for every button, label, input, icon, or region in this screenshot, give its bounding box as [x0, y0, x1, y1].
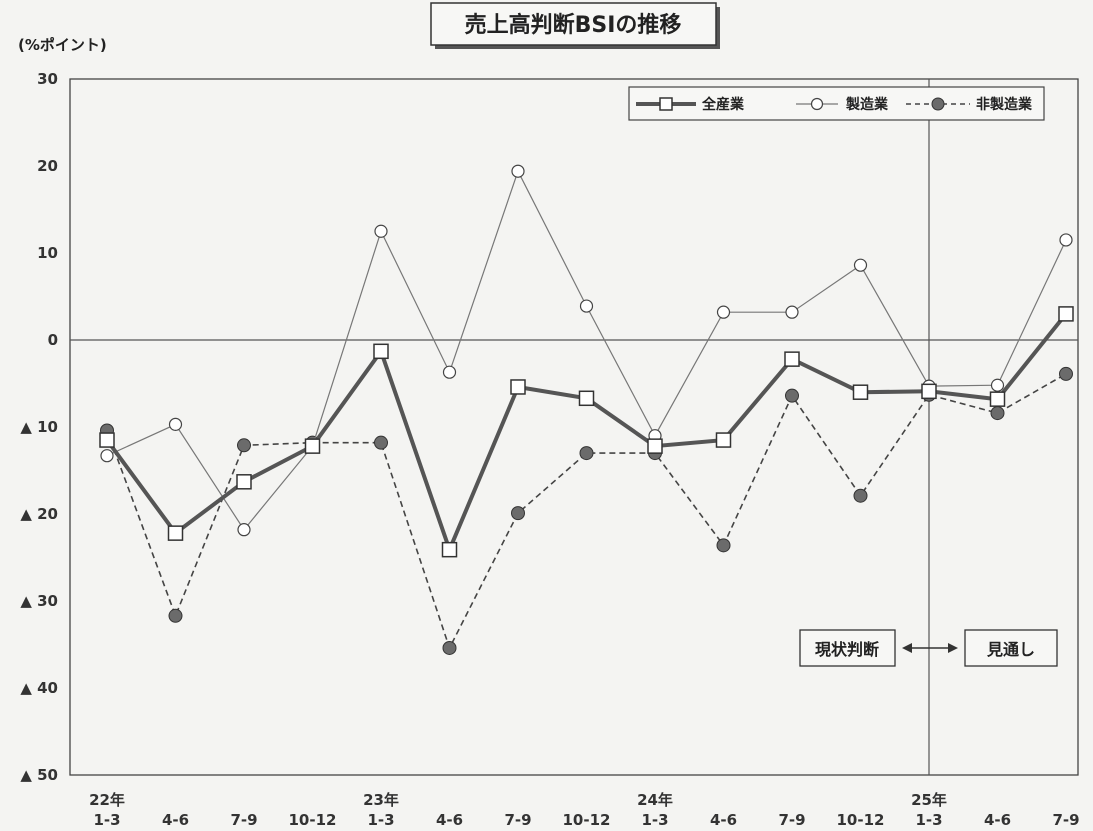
data-point-nonmfg: [853, 488, 868, 503]
data-point-nonmfg: [990, 406, 1005, 421]
x-tick-label: 1-3: [367, 811, 394, 829]
data-point-mfg: [100, 449, 114, 463]
y-tick-label: 0: [48, 331, 58, 349]
data-point-mfg: [990, 378, 1005, 392]
legend-marker-all: [659, 97, 673, 111]
outlook-box: [964, 629, 1058, 667]
plot-area: [69, 78, 1079, 776]
grid-layer: [70, 79, 1078, 775]
data-point-all: [921, 383, 937, 400]
series-layer: [99, 164, 1074, 655]
data-point-mfg: [853, 258, 868, 272]
data-point-mfg: [511, 164, 525, 178]
outlook-label: 見通し: [986, 640, 1035, 659]
data-point-all: [441, 541, 458, 558]
x-tick-label: 1-3: [641, 811, 668, 829]
title-box: [430, 2, 717, 46]
x-tick-label: 1-3: [93, 811, 120, 829]
series-line-2: [106, 373, 1067, 651]
data-point-nonmfg: [579, 446, 594, 461]
data-point-nonmfg: [374, 435, 388, 450]
x-tick-label: 4-6: [710, 811, 737, 829]
y-tick-label: 20: [37, 157, 58, 175]
legend-label-all: 全産業: [701, 96, 745, 113]
data-point-mfg: [374, 224, 388, 238]
data-point-nonmfg: [168, 608, 183, 623]
axis-layer: 30 20 10 0 ▲ 10 ▲ 20 ▲ 30 ▲ 40 ▲ 50 1-3 4-6 7-9 10-1…: [20, 70, 1079, 829]
y-tick-label: ▲ 50: [20, 766, 58, 784]
data-point-nonmfg: [1059, 366, 1073, 381]
data-point-all: [167, 525, 184, 541]
data-point-mfg: [716, 305, 731, 319]
x-tick-label: 7-9: [778, 811, 805, 829]
data-point-mfg: [442, 365, 457, 379]
period-arrow-right-head: [948, 643, 958, 653]
data-point-nonmfg: [511, 506, 525, 521]
legend: 全産業 製造業 非製造業: [628, 86, 1045, 121]
x-tick-label: 7-9: [1052, 811, 1079, 829]
x-tick-label: 4-6: [162, 811, 189, 829]
y-tick-label: 10: [37, 244, 58, 262]
y-tick-label: ▲ 10: [20, 418, 58, 436]
series-line-0: [105, 312, 1068, 556]
current-box: [799, 629, 896, 667]
data-point-mfg: [168, 417, 183, 431]
data-point-all: [236, 474, 252, 490]
chart-title: 売上高判断BSIの推移: [465, 12, 682, 38]
data-point-all: [578, 390, 595, 407]
period-arrow-left-head: [902, 643, 912, 653]
data-point-mfg: [237, 523, 251, 537]
x-year-label: 24年: [637, 791, 673, 809]
x-tick-label: 10-12: [289, 811, 337, 829]
y-tick-label: ▲ 30: [20, 592, 58, 610]
x-year-label: 22年: [89, 791, 125, 809]
y-tick-label: ▲ 20: [20, 505, 58, 523]
x-tick-label: 10-12: [837, 811, 885, 829]
x-tick-label: 1-3: [915, 811, 942, 829]
data-point-all: [715, 432, 732, 448]
data-point-all: [784, 351, 800, 367]
legend-label-nonmfg: 非製造業: [976, 96, 1033, 113]
data-point-mfg: [785, 305, 799, 319]
data-point-all: [989, 391, 1006, 407]
data-point-all: [1058, 306, 1074, 322]
data-point-nonmfg: [442, 640, 457, 655]
y-unit-label: (%ポイント): [18, 36, 107, 54]
y-tick-label: 30: [37, 70, 58, 88]
legend-marker-mfg: [810, 97, 824, 111]
period-annotation: 現状判断 見通し: [799, 629, 1058, 667]
data-point-all: [510, 379, 526, 395]
legend-marker-nonmfg: [931, 97, 945, 111]
current-label: 現状判断: [815, 640, 879, 659]
y-tick-label: ▲ 40: [20, 679, 58, 697]
x-tick-label: 10-12: [563, 811, 611, 829]
x-year-label: 23年: [363, 791, 399, 809]
data-point-nonmfg: [785, 388, 799, 403]
data-point-all: [647, 438, 663, 454]
data-point-all: [373, 343, 389, 360]
x-year-label: 25年: [911, 791, 947, 809]
data-point-all: [304, 438, 321, 454]
data-point-mfg: [1059, 233, 1073, 247]
data-point-all: [99, 432, 115, 448]
x-tick-label: 7-9: [230, 811, 257, 829]
data-point-nonmfg: [716, 538, 731, 553]
x-tick-label: 4-6: [436, 811, 463, 829]
data-point-all: [852, 384, 869, 400]
x-tick-label: 4-6: [984, 811, 1011, 829]
x-tick-label: 7-9: [504, 811, 531, 829]
data-point-nonmfg: [237, 438, 251, 453]
legend-label-mfg: 製造業: [845, 96, 889, 113]
data-point-mfg: [579, 299, 594, 313]
